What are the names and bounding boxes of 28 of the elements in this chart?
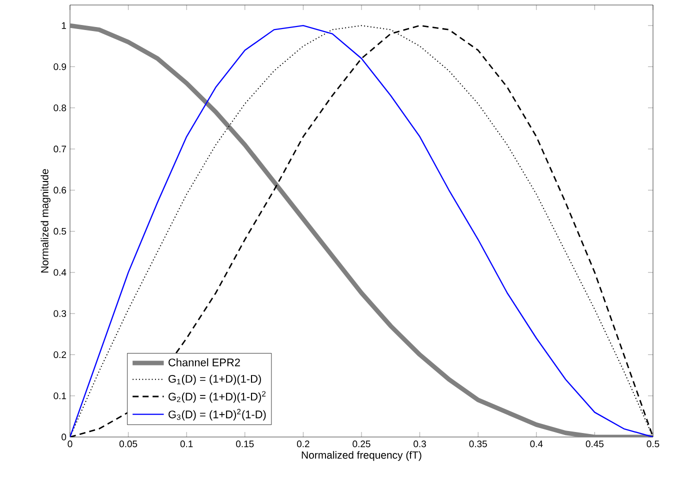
y-tick-label: 0.3	[54, 310, 66, 317]
y-tick-label: 0.7	[54, 146, 66, 152]
y-tick-label: 0.4	[54, 269, 66, 276]
y-axis-title: Normalized magnitude	[40, 169, 50, 272]
x-tick-label: 0.1	[180, 440, 193, 448]
x-tick-label: 0.4	[530, 440, 543, 448]
y-tick-label: 0.8	[54, 104, 66, 112]
y-tick-label: 0.9	[54, 63, 66, 70]
x-tick-label: 0.3	[414, 440, 426, 448]
legend-label: G$_{2}$(D) = (1+D)(1-D)$^{2}$	[168, 391, 266, 403]
y-tick-label: 0.6	[54, 186, 66, 194]
legend-label: G$_{1}$(D) = (1+D)(1-D)	[168, 374, 261, 385]
legend-label: Channel EPR2	[168, 358, 240, 366]
y-tick-label: 1	[62, 22, 66, 29]
x-tick-label: 0.35	[469, 440, 487, 448]
x-tick-label: 0.25	[352, 440, 370, 448]
x-axis-title: Normalized frequency (fT)	[302, 451, 422, 461]
y-tick-label: 0.2	[54, 351, 66, 358]
x-tick-label: 0.15	[236, 440, 254, 448]
y-tick-label: 0	[62, 434, 66, 440]
x-tick-label: 0	[68, 440, 72, 448]
x-tick-label: 0.5	[646, 440, 660, 448]
y-tick-label: 0.1	[54, 392, 66, 400]
legend-label: G$_{3}$(D) = (1+D)$^{2}$(1-D)	[168, 408, 266, 420]
x-tick-label: 0.05	[119, 440, 138, 448]
x-tick-label: 0.2	[296, 440, 310, 448]
x-tick-label: 0.45	[586, 440, 604, 448]
y-tick-label: 0.5	[54, 228, 66, 235]
